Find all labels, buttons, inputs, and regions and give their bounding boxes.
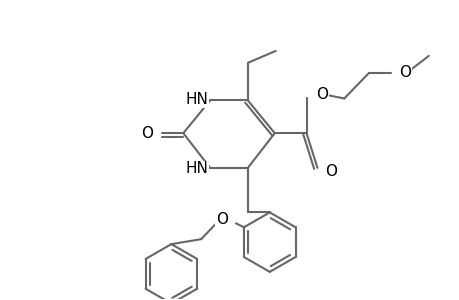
Text: O: O xyxy=(141,126,153,141)
Text: HN: HN xyxy=(185,161,207,176)
Text: O: O xyxy=(316,87,328,102)
Text: O: O xyxy=(325,164,337,179)
Text: O: O xyxy=(398,65,410,80)
Text: HN: HN xyxy=(185,92,207,107)
Text: O: O xyxy=(216,212,228,227)
